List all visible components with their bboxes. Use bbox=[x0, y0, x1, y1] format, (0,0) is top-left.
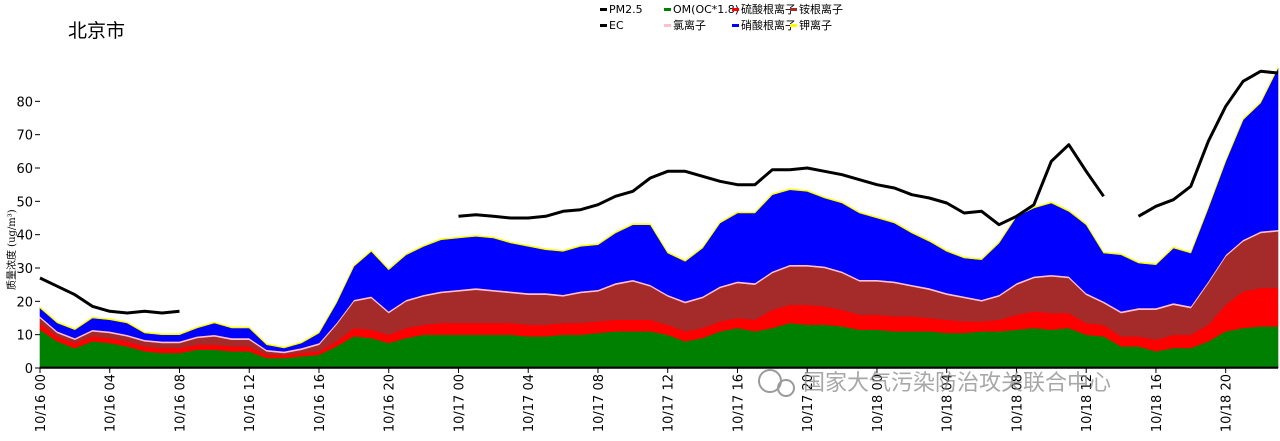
legend-swatch-series bbox=[732, 8, 739, 11]
legend-swatch-series bbox=[790, 8, 797, 11]
x-tick-label: 10/16 20 bbox=[383, 374, 398, 432]
area-series-6 bbox=[39, 66, 1279, 349]
x-tick-label: 10/16 12 bbox=[243, 374, 258, 432]
y-tick-label: 30 bbox=[16, 262, 33, 277]
x-tick-label: 10/18 16 bbox=[1150, 374, 1165, 432]
x-tick-label: 10/16 08 bbox=[173, 374, 188, 432]
x-tick-label: 10/18 04 bbox=[941, 374, 956, 432]
watermark: 国家大气污染防治攻关联合中心 bbox=[758, 369, 1111, 397]
y-tick-label: 20 bbox=[16, 295, 33, 310]
watermark-text: 国家大气污染防治攻关联合中心 bbox=[803, 371, 1111, 396]
y-tick-label: 0 bbox=[25, 362, 33, 377]
x-tick-label: 10/18 08 bbox=[1010, 374, 1025, 432]
legend-label-series: 硫酸根离子 bbox=[741, 2, 796, 16]
x-tick-label: 10/17 16 bbox=[731, 374, 746, 432]
legend-swatch-series bbox=[664, 24, 671, 27]
legend-swatch-series bbox=[790, 24, 797, 27]
legend-swatch-om-oc-1-8 bbox=[664, 8, 671, 11]
x-tick-label: 10/16 00 bbox=[34, 374, 49, 432]
legend-label-om-oc-1-8: OM(OC*1.8) bbox=[673, 3, 739, 16]
x-tick-label: 10/18 12 bbox=[1080, 374, 1095, 432]
axes: 0 10 20 30 40 50 60 70 80 10/16 00 10/16 04 10/16 0… bbox=[16, 95, 1278, 432]
legend-label-pm2-5: PM2.5 bbox=[609, 3, 643, 16]
stacked-area-layer bbox=[39, 66, 1279, 369]
x-tick-label: 10/16 16 bbox=[313, 374, 328, 432]
y-tick-label: 40 bbox=[16, 229, 33, 244]
pm25-line-layer bbox=[39, 69, 1279, 315]
pm25-line-segment-2 bbox=[1137, 69, 1279, 218]
y-tick-label: 50 bbox=[16, 195, 33, 210]
pm25-line-segment-0 bbox=[39, 276, 180, 315]
y-tick-label: 60 bbox=[16, 162, 33, 177]
x-tick-label: 10/17 04 bbox=[522, 374, 537, 432]
y-tick-label: 80 bbox=[16, 95, 33, 110]
legend-label-series: 钾离子 bbox=[799, 18, 832, 32]
legend-label-series: 铵根离子 bbox=[799, 2, 843, 16]
x-tick-label: 10/17 20 bbox=[801, 374, 816, 432]
x-tick-label: 10/17 00 bbox=[452, 374, 467, 432]
x-tick-label: 10/18 20 bbox=[1220, 374, 1235, 432]
x-tick-label: 10/17 08 bbox=[592, 374, 607, 432]
y-tick-label: 10 bbox=[16, 329, 33, 344]
legend-label-ec: EC bbox=[609, 19, 624, 32]
legend-swatch-pm2-5 bbox=[600, 8, 607, 11]
legend-label-series: 硝酸根离子 bbox=[741, 18, 796, 32]
legend: PM2.5 OM(OC*1.8) 硫酸根离子 铵根离子 EC 氯离子 硝酸根离子 钾离子 bbox=[600, 2, 843, 32]
legend-swatch-series bbox=[732, 24, 739, 27]
x-tick-label: 10/18 00 bbox=[871, 374, 886, 432]
y-tick-label: 70 bbox=[16, 129, 33, 144]
pm25-line-segment-1 bbox=[458, 143, 1105, 227]
x-tick-label: 10/17 12 bbox=[662, 374, 677, 432]
legend-swatch-ec bbox=[600, 24, 607, 27]
chart-title: 北京市 bbox=[68, 20, 125, 42]
y-axis-label: 质量浓度 (ug/m³) bbox=[5, 209, 18, 290]
x-tick-label: 10/16 04 bbox=[104, 374, 119, 432]
legend-label-series: 氯离子 bbox=[673, 18, 706, 32]
wechat-icon-bubble bbox=[777, 379, 795, 397]
